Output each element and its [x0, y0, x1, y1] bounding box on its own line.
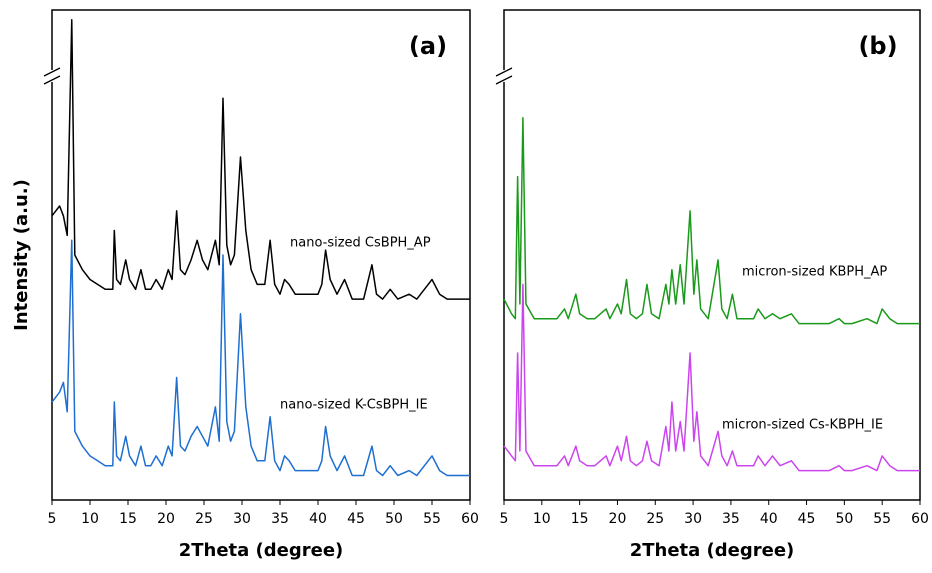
series-line: [503, 283, 920, 472]
axis-break-b: [495, 67, 513, 85]
x-tick-label: 40: [309, 511, 327, 527]
series-label: nano-sized K-CsBPH_IE: [280, 398, 428, 413]
x-tick-label: 50: [835, 511, 853, 527]
x-tick-label: 60: [461, 511, 479, 527]
series-label: nano-sized CsBPH_AP: [290, 236, 431, 251]
x-tick-label: 60: [911, 511, 929, 527]
x-tick-label: 10: [533, 511, 551, 527]
series-line: [51, 19, 470, 300]
x-tick-label: 25: [646, 511, 664, 527]
panel-label: (b): [858, 32, 897, 60]
series-label: micron-sized KBPH_AP: [742, 265, 887, 280]
axis-break-a: [43, 67, 61, 85]
x-tick-label: 40: [760, 511, 778, 527]
y-axis-title: Intensity (a.u.): [11, 179, 32, 331]
x-tick-label: 30: [684, 511, 702, 527]
x-tick-label: 45: [798, 511, 816, 527]
x-tick-label: 25: [195, 511, 213, 527]
x-axis-title: 2Theta (degree): [630, 540, 795, 561]
x-tick-label: 50: [385, 511, 403, 527]
x-tick-label: 55: [873, 511, 891, 527]
x-tick-label: 15: [571, 511, 589, 527]
x-tick-label: 30: [233, 511, 251, 527]
frame-a: [51, 9, 471, 501]
x-tick-label: 55: [423, 511, 441, 527]
x-tick-label: 20: [609, 511, 627, 527]
x-tick-label: 35: [271, 511, 289, 527]
frame-b: [503, 9, 921, 501]
panel-label: (a): [409, 32, 447, 60]
x-tick-label: 5: [48, 511, 57, 527]
x-tick-label: 20: [157, 511, 175, 527]
x-tick-label: 5: [500, 511, 509, 527]
x-tick-label: 45: [347, 511, 365, 527]
series-label: micron-sized Cs-KBPH_IE: [722, 418, 883, 433]
x-tick-label: 35: [722, 511, 740, 527]
x-tick-label: 15: [119, 511, 137, 527]
series-line: [503, 117, 920, 325]
x-tick-label: 10: [81, 511, 99, 527]
x-axis-title: 2Theta (degree): [179, 540, 344, 561]
series-line: [51, 239, 470, 477]
